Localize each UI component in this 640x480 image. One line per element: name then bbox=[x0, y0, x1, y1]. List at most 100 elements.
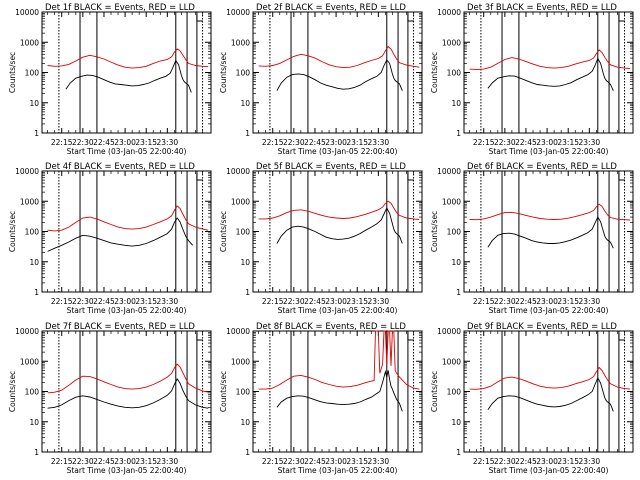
panel-8-series-events-line bbox=[276, 369, 403, 412]
panel-9-x-tick-label: 22:15 bbox=[473, 457, 495, 466]
panel-7-series-lld-line bbox=[47, 363, 209, 394]
panel-2-hook-marker bbox=[407, 14, 414, 22]
panel-6-y-tick-label: 1 bbox=[456, 288, 461, 297]
panel-7-x-tick-label: 22:45 bbox=[93, 457, 115, 466]
panel-6-x-tick-label: 22:15 bbox=[473, 297, 495, 306]
panel-5-series-events-line bbox=[276, 206, 403, 244]
panel-8-x-tick-label: 23:30 bbox=[368, 457, 390, 466]
panel-9-series-lld-line bbox=[469, 366, 631, 390]
panel-4-y-tick-label: 100 bbox=[25, 228, 40, 237]
panel-6-x-tick-label: 22:30 bbox=[494, 297, 516, 306]
panel-9-y-axis-label: Counts/sec bbox=[430, 371, 439, 412]
panel-3-series-lld-line bbox=[469, 49, 631, 71]
panel-1-x-tick-label: 22:45 bbox=[93, 138, 115, 147]
panel-9-x-tick-label: 23:30 bbox=[579, 457, 601, 466]
panel-8-title: Det 8f BLACK = Events, RED = LLD bbox=[256, 322, 406, 332]
panel-8-x-tick-label: 22:30 bbox=[283, 457, 305, 466]
panel-3-y-tick-label: 1 bbox=[456, 129, 461, 138]
panel-3-x-tick-label: 22:45 bbox=[515, 138, 537, 147]
panel-8-plot-frame bbox=[252, 330, 423, 453]
panel-4-y-tick-label: 1 bbox=[34, 288, 39, 297]
panel-2-y-tick-label: 1 bbox=[245, 129, 250, 138]
panel-8-x-tick-label: 23:15 bbox=[346, 457, 368, 466]
panel-2-title: Det 2f BLACK = Events, RED = LLD bbox=[256, 3, 406, 13]
panel-5-x-tick-label: 22:15 bbox=[262, 297, 284, 306]
panel-9-x-tick-label: 23:00 bbox=[536, 457, 558, 466]
panel-5-y-axis-label: Counts/sec bbox=[219, 211, 228, 252]
panel-9-y-tick-label: 100 bbox=[447, 388, 462, 397]
panel-4-y-tick-label: 10 bbox=[29, 258, 39, 267]
panel-5-series-lld-line bbox=[258, 200, 420, 220]
panel-1-series-lld-line bbox=[47, 48, 209, 69]
panel-5-plot-frame bbox=[252, 170, 423, 293]
panel-5-y-tick-label: 100 bbox=[236, 228, 251, 237]
panel-4-series-events-line bbox=[47, 217, 194, 252]
panel-7-x-tick-label: 23:30 bbox=[157, 457, 179, 466]
panel-8-x-tick-label: 22:15 bbox=[262, 457, 284, 466]
panel-3-x-tick-label: 23:00 bbox=[536, 138, 558, 147]
panel-4-plot-frame bbox=[41, 170, 212, 293]
panel-1-y-tick-label: 100 bbox=[25, 69, 40, 78]
panel-6-plot-frame bbox=[463, 170, 634, 293]
panel-7-series-events-line bbox=[47, 378, 209, 409]
panel-5-y-tick-label: 1000 bbox=[231, 197, 250, 206]
panel-8-x-tick-label: 23:00 bbox=[325, 457, 347, 466]
panel-3-y-tick-label: 100 bbox=[447, 69, 462, 78]
panel-2-x-tick-label: 23:15 bbox=[346, 138, 368, 147]
panel-8-x-axis-label: Start Time (03-Jan-05 22:00:40) bbox=[278, 466, 398, 475]
panel-4-y-tick-label: 10000 bbox=[15, 167, 39, 176]
panel-8-y-tick-label: 100 bbox=[236, 388, 251, 397]
panel-6-y-tick-label: 1000 bbox=[442, 197, 461, 206]
panel-3-y-tick-label: 10 bbox=[451, 99, 461, 108]
panel-7-y-tick-label: 1000 bbox=[20, 357, 39, 366]
panel-3-y-tick-label: 10000 bbox=[437, 8, 461, 17]
panel-8-y-axis-label: Counts/sec bbox=[219, 371, 228, 412]
panel-6-series-lld-line bbox=[469, 203, 631, 221]
panel-6-x-axis-label: Start Time (03-Jan-05 22:00:40) bbox=[489, 306, 609, 315]
panel-9-hook-marker bbox=[618, 333, 625, 341]
panel-7-title: Det 7f BLACK = Events, RED = LLD bbox=[45, 322, 195, 332]
panel-2-x-tick-label: 22:45 bbox=[304, 138, 326, 147]
panel-5-y-tick-label: 10 bbox=[240, 258, 250, 267]
panel-2-y-tick-label: 10 bbox=[240, 99, 250, 108]
panel-8-y-tick-label: 1 bbox=[245, 448, 250, 457]
panel-7-x-tick-label: 23:15 bbox=[135, 457, 157, 466]
panel-7-y-axis-label: Counts/sec bbox=[8, 371, 17, 412]
panel-3-plot-frame bbox=[463, 11, 634, 134]
panel-7-plot-frame bbox=[41, 330, 212, 453]
panel-6-x-tick-label: 23:15 bbox=[557, 297, 579, 306]
panel-3-x-tick-label: 22:15 bbox=[473, 138, 495, 147]
panel-3-x-axis-label: Start Time (03-Jan-05 22:00:40) bbox=[489, 147, 609, 156]
panel-8-y-tick-label: 10 bbox=[240, 418, 250, 427]
panel-8-y-tick-label: 1000 bbox=[231, 357, 250, 366]
panel-9-x-tick-label: 22:45 bbox=[515, 457, 537, 466]
panel-7-x-tick-label: 22:30 bbox=[72, 457, 94, 466]
panel-5-x-tick-label: 23:30 bbox=[368, 297, 390, 306]
panel-9-x-tick-label: 23:15 bbox=[557, 457, 579, 466]
panel-4-x-tick-label: 23:30 bbox=[157, 297, 179, 306]
panel-9-y-tick-label: 1000 bbox=[442, 357, 461, 366]
panel-5-hook-marker bbox=[407, 173, 414, 181]
panel-7-hook-marker bbox=[196, 333, 203, 341]
panel-1-hook-marker bbox=[196, 14, 203, 22]
panel-1-x-tick-label: 23:30 bbox=[157, 138, 179, 147]
panel-2-x-axis-label: Start Time (03-Jan-05 22:00:40) bbox=[278, 147, 398, 156]
panel-1-y-tick-label: 10000 bbox=[15, 8, 39, 17]
panel-4-title: Det 4f BLACK = Events, RED = LLD bbox=[45, 162, 195, 172]
panel-9-title: Det 9f BLACK = Events, RED = LLD bbox=[467, 322, 617, 332]
panel-1-title: Det 1f BLACK = Events, RED = LLD bbox=[45, 3, 195, 13]
panel-3-hook-marker bbox=[618, 14, 625, 22]
panel-8-series-lld-line bbox=[258, 330, 420, 390]
panel-5-x-axis-label: Start Time (03-Jan-05 22:00:40) bbox=[278, 306, 398, 315]
panel-9-y-tick-label: 10 bbox=[451, 418, 461, 427]
panel-4-x-axis-label: Start Time (03-Jan-05 22:00:40) bbox=[67, 306, 187, 315]
panel-7-y-tick-label: 100 bbox=[25, 388, 40, 397]
panel-5-x-tick-label: 23:15 bbox=[346, 297, 368, 306]
panel-7-y-tick-label: 1 bbox=[34, 448, 39, 457]
panel-3-x-tick-label: 23:15 bbox=[557, 138, 579, 147]
panel-2-y-axis-label: Counts/sec bbox=[219, 52, 228, 93]
panel-7-y-tick-label: 10 bbox=[29, 418, 39, 427]
panel-4-hook-marker bbox=[196, 173, 203, 181]
panel-1-x-tick-label: 23:00 bbox=[114, 138, 136, 147]
